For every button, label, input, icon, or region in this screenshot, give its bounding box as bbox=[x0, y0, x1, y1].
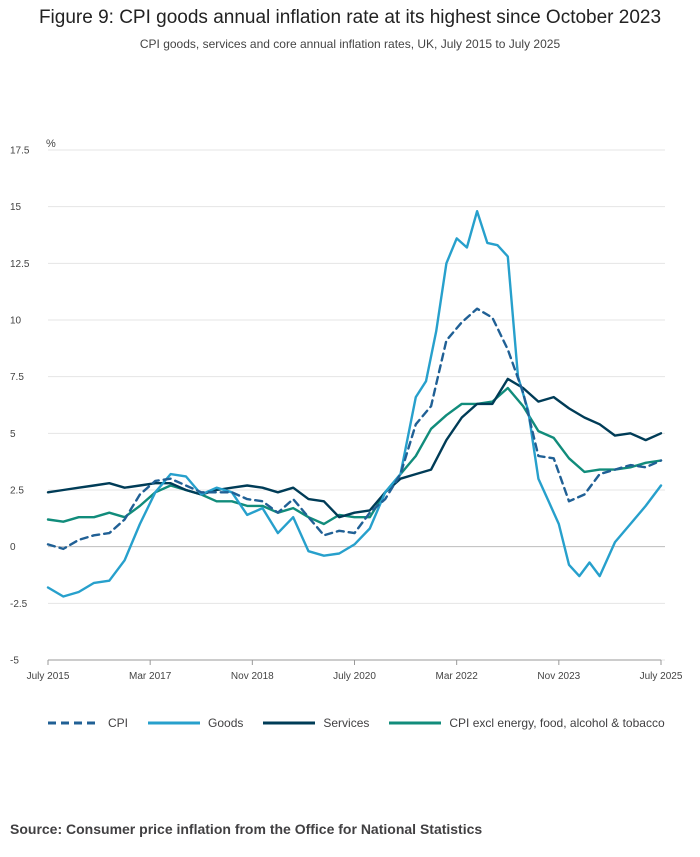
y-tick-label: 5 bbox=[10, 429, 16, 440]
series-line-cpi bbox=[46, 307, 663, 551]
line-chart: -5 -2.5 0 2.5 5 7.5 10 12.5 15 17.5 July 2015 Mar … bbox=[10, 138, 683, 682]
legend-item-cpi[interactable]: CPI bbox=[48, 716, 128, 730]
chart-title: Figure 9: CPI goods annual inflation rat… bbox=[38, 7, 662, 28]
legend-item-goods[interactable]: Goods bbox=[148, 716, 243, 730]
source-note: Source: Consumer price inflation from th… bbox=[10, 821, 483, 837]
y-tick-label: -2.5 bbox=[10, 599, 28, 610]
legend: CPI Goods Services CPI excl energy, food… bbox=[48, 716, 688, 730]
legend-item-services[interactable]: Services bbox=[263, 716, 369, 730]
x-tick-label: Mar 2017 bbox=[129, 671, 172, 682]
y-tick-label: 10 bbox=[10, 316, 22, 327]
y-tick-label: 12.5 bbox=[10, 259, 30, 270]
legend-label-cpi: CPI bbox=[108, 716, 129, 730]
x-axis: July 2015 Mar 2017 Nov 2018 July 2020 Mar 20… bbox=[27, 659, 683, 682]
y-axis: -5 -2.5 0 2.5 5 7.5 10 12.5 15 17.5 bbox=[10, 146, 30, 667]
y-axis-unit: % bbox=[46, 138, 56, 150]
x-tick-label: Mar 2022 bbox=[436, 671, 479, 682]
y-tick-label: -5 bbox=[10, 656, 19, 667]
y-tick-label: 0 bbox=[10, 542, 16, 553]
series-line-cpi-excl-energy-food-alcohol-tobacco bbox=[46, 386, 663, 526]
y-tick-label: 2.5 bbox=[10, 486, 24, 497]
series-line-goods bbox=[46, 209, 663, 598]
gridlines bbox=[48, 149, 665, 661]
y-tick-label: 17.5 bbox=[10, 146, 30, 157]
x-tick-label: July 2015 bbox=[27, 671, 70, 682]
legend-swatch-services bbox=[263, 721, 316, 725]
x-tick-label: July 2020 bbox=[333, 671, 376, 682]
series-line-services bbox=[46, 377, 663, 519]
legend-swatch-core bbox=[389, 721, 442, 725]
legend-swatch-goods bbox=[148, 721, 201, 725]
y-tick-label: 15 bbox=[10, 202, 22, 213]
x-tick-label: July 2025 bbox=[640, 671, 683, 682]
legend-item-core[interactable]: CPI excl energy, food, alcohol & tobacco bbox=[389, 716, 665, 730]
series-lines bbox=[46, 209, 663, 598]
legend-label-goods: Goods bbox=[208, 716, 244, 730]
x-tick-label: Nov 2023 bbox=[537, 671, 580, 682]
legend-swatch-cpi bbox=[48, 721, 100, 725]
legend-label-services: Services bbox=[323, 716, 370, 730]
legend-label-core: CPI excl energy, food, alcohol & tobacco bbox=[449, 716, 665, 730]
x-tick-label: Nov 2018 bbox=[231, 671, 274, 682]
chart-subtitle: CPI goods, services and core annual infl… bbox=[139, 37, 561, 51]
y-tick-label: 7.5 bbox=[10, 372, 24, 383]
